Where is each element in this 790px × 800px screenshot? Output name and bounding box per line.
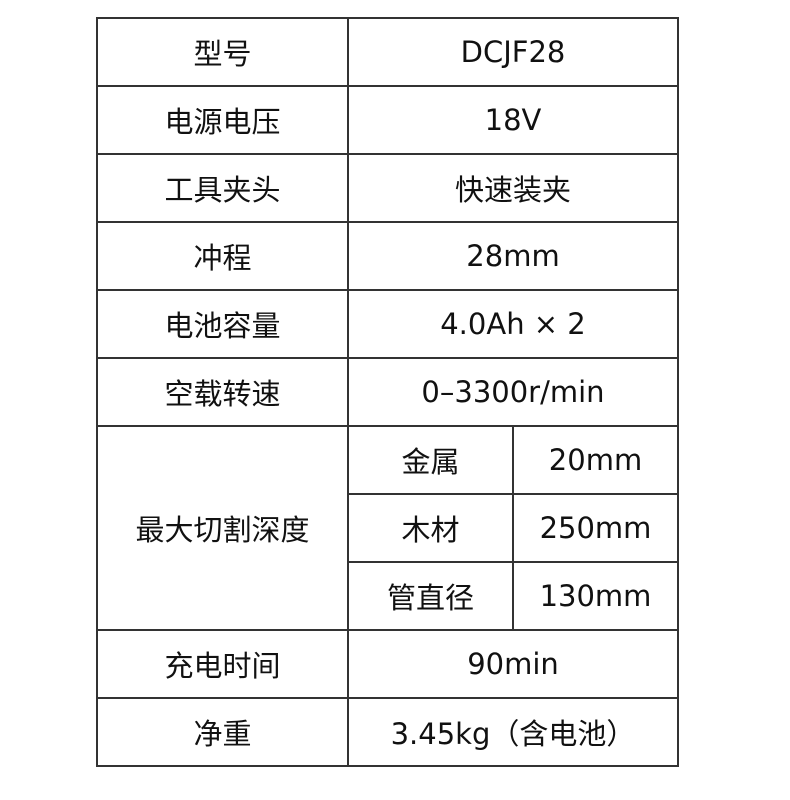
spec-label: 电源电压 [96, 85, 349, 155]
spec-label: 充电时间 [96, 629, 349, 699]
spec-value: DCJF28 [347, 17, 679, 87]
table-row: 型号 DCJF28 [96, 17, 679, 87]
spec-label: 型号 [96, 17, 349, 87]
material-value: 130mm [512, 561, 679, 631]
spec-label: 工具夹头 [96, 153, 349, 223]
spec-label: 电池容量 [96, 289, 349, 359]
spec-value: 4.0Ah × 2 [347, 289, 679, 359]
table-row: 净重 3.45kg（含电池） [96, 697, 679, 767]
table-row: 工具夹头 快速装夹 [96, 153, 679, 223]
material-value: 250mm [512, 493, 679, 563]
material-value: 20mm [512, 425, 679, 495]
spec-value: 3.45kg（含电池） [347, 697, 679, 767]
spec-value: 18V [347, 85, 679, 155]
table-row: 木材 250mm [97, 493, 679, 563]
table-row: 电池容量 4.0Ah × 2 [96, 289, 679, 359]
table-row: 管直径 130mm [97, 561, 679, 631]
spec-label: 空载转速 [96, 357, 349, 427]
table-row: 最大切割深度 金属 20mm [96, 425, 679, 631]
material-label: 管直径 [347, 561, 514, 631]
table-row: 充电时间 90min [96, 629, 679, 699]
material-label: 木材 [347, 493, 514, 563]
table-row: 电源电压 18V [96, 85, 679, 155]
spec-value: 28mm [347, 221, 679, 291]
spec-label: 冲程 [96, 221, 349, 291]
table-row: 冲程 28mm [96, 221, 679, 291]
spec-value: 快速装夹 [347, 153, 679, 223]
material-label: 金属 [347, 425, 514, 495]
table-row: 空载转速 0–3300r/min [96, 357, 679, 427]
spec-label: 最大切割深度 [96, 425, 349, 631]
spec-value: 0–3300r/min [347, 357, 679, 427]
spec-table: 型号 DCJF28 电源电压 18V 工具夹头 快速装夹 冲程 28mm 电池容… [96, 17, 679, 767]
spec-label: 净重 [96, 697, 349, 767]
spec-value: 90min [347, 629, 679, 699]
